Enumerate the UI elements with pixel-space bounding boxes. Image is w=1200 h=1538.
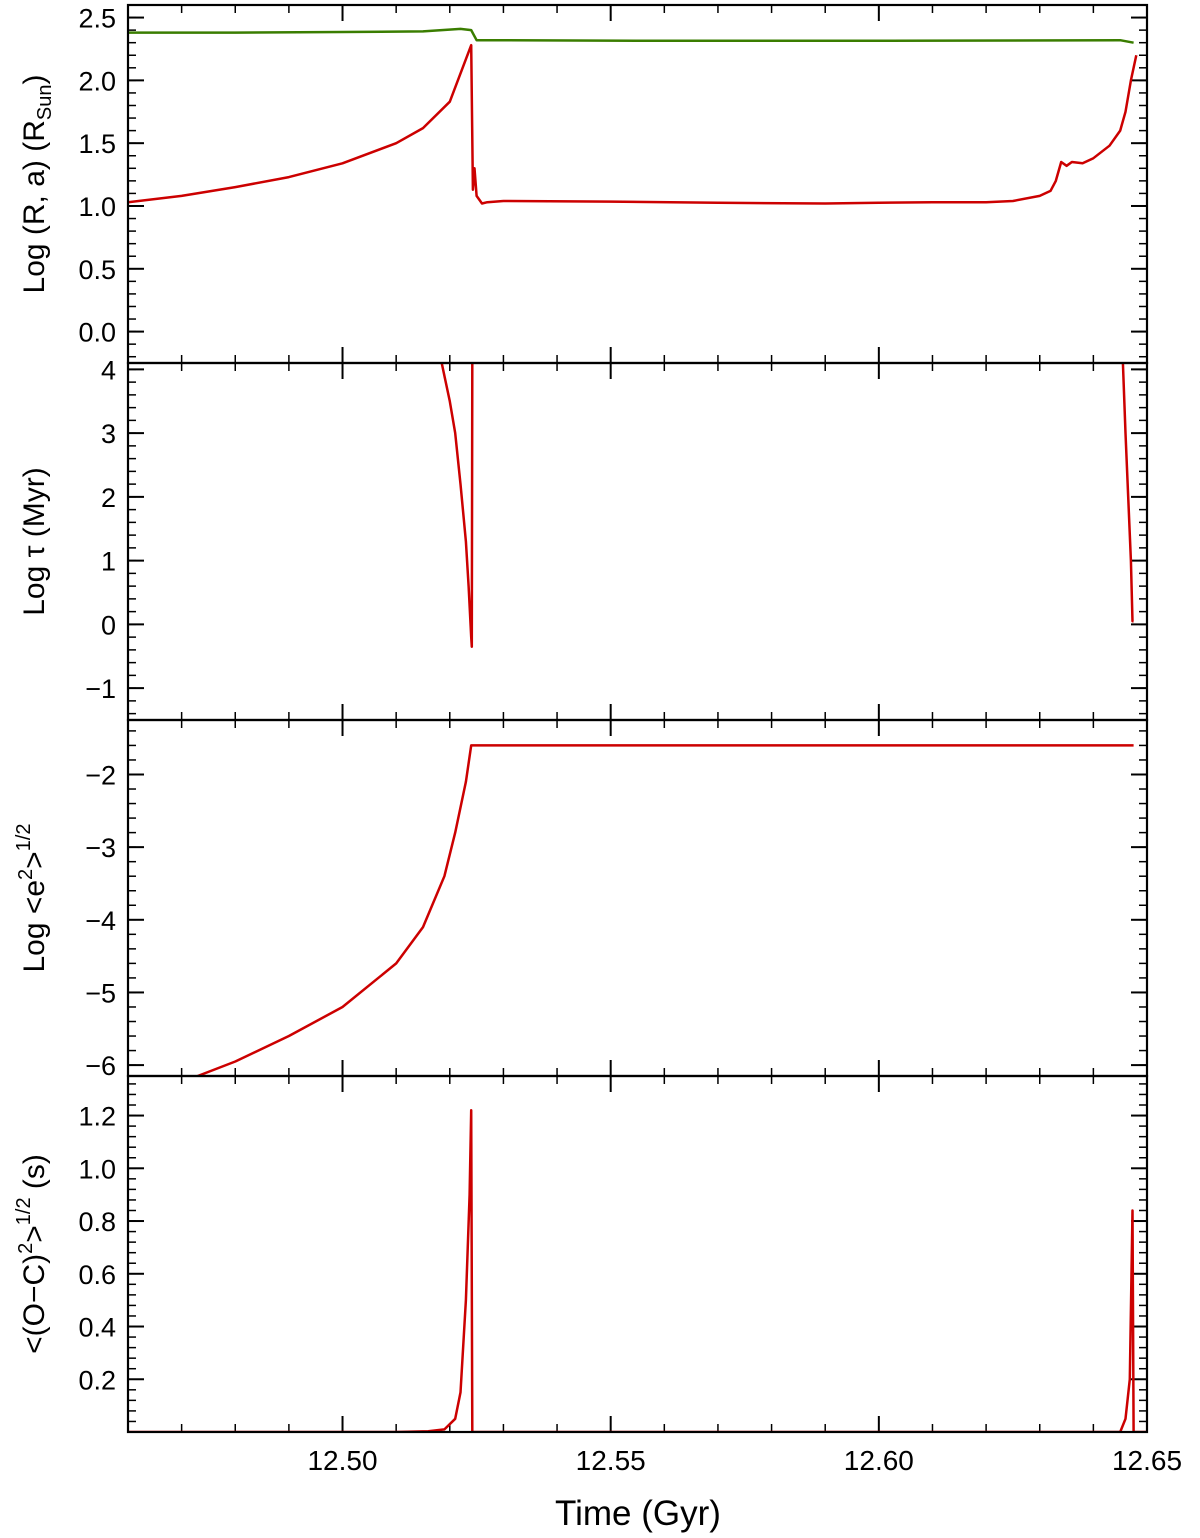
- y-axis-ticks: 0.2 0.4 0.6 0.8 1.0 1.2: [78, 1076, 1148, 1432]
- y-tick-label: 0: [101, 610, 116, 640]
- series-group: [128, 1109, 1147, 1432]
- x-tick-label: 12.60: [844, 1445, 914, 1476]
- y-label-sup: 2: [15, 1243, 37, 1254]
- y-axis-label: Log (R, a) (RSun): [18, 75, 56, 294]
- x-tick-label: 12.55: [576, 1445, 646, 1476]
- y-tick-label: 1: [101, 547, 116, 577]
- y-tick-label: −6: [85, 1051, 116, 1081]
- y-tick-label: 3: [101, 419, 116, 449]
- y-tick-label: 0.4: [78, 1313, 116, 1343]
- panel-ecc: −6 −5 −4 −3 −2 Log <e2>1/2: [13, 720, 1148, 1081]
- y-tick-label: −2: [85, 760, 116, 790]
- y-label-mid: >: [18, 1225, 51, 1243]
- y-axis-label: Log τ (Myr): [18, 467, 51, 616]
- series-group: [197, 744, 1134, 1076]
- y-label-sup: 1/2: [13, 1197, 35, 1225]
- panel-oc: 0.2 0.4 0.6 0.8 1.0 1.2 <(O−C)2>1/2 (s): [13, 1076, 1148, 1432]
- y-axis-ticks: −6 −5 −4 −3 −2: [85, 720, 1148, 1081]
- x-tick-label: 12.65: [1112, 1445, 1182, 1476]
- y-tick-label: −3: [85, 833, 116, 863]
- y-label-mid: >: [18, 851, 51, 869]
- series-line-red: [440, 363, 474, 648]
- panel-top: 0.0 0.5 1.0 1.5 2.0 2.5 Log (R, a) (RSun): [18, 4, 1148, 363]
- x-axis-ticks: 12.50 12.55 12.60 12.65: [307, 1445, 1182, 1476]
- y-tick-label: 1.0: [78, 192, 116, 222]
- panel-tau: −1 0 1 2 3 4 Log τ (Myr): [18, 355, 1148, 720]
- y-label-main: <(O−C): [18, 1254, 51, 1354]
- y-tick-label: 1.5: [78, 129, 116, 159]
- y-axis-label: <(O−C)2>1/2 (s): [13, 1154, 51, 1354]
- series-line-red: [1121, 363, 1134, 623]
- chart-panels: 0.0 0.5 1.0 1.5 2.0 2.5 Log (R, a) (RSun) −1 0 1 2…: [13, 4, 1148, 1432]
- x-axis-label: Time (Gyr): [555, 1494, 721, 1533]
- y-axis-ticks: 0.0 0.5 1.0 1.5 2.0 2.5: [78, 4, 1148, 363]
- panel-border: [126, 1074, 1149, 1434]
- y-label-sup: 1/2: [13, 823, 35, 851]
- y-tick-label: 0.6: [78, 1260, 116, 1290]
- panel-border: [126, 361, 1149, 722]
- series-group: [440, 363, 1134, 648]
- series-line-red: [128, 1109, 1147, 1432]
- y-tick-label: 1.0: [78, 1154, 116, 1184]
- panel-border: [126, 718, 1149, 1078]
- y-tick-label: 2: [101, 483, 116, 513]
- y-tick-label: 0.2: [78, 1365, 116, 1395]
- y-tick-label: 0.5: [78, 255, 116, 285]
- series-line-green: [128, 27, 1134, 44]
- series-line-red: [197, 744, 1134, 1076]
- panel-border: [126, 3, 1149, 365]
- y-axis-ticks: −1 0 1 2 3 4: [85, 355, 1148, 720]
- y-tick-label: 4: [101, 355, 116, 385]
- y-label-sub: Sun: [34, 85, 56, 121]
- x-tick-label: 12.50: [307, 1445, 377, 1476]
- y-tick-label: −1: [85, 674, 116, 704]
- y-tick-label: 0.8: [78, 1207, 116, 1237]
- series-group: [128, 27, 1138, 205]
- y-tick-label: −4: [85, 906, 116, 936]
- y-axis-label: Log <e2>1/2: [13, 823, 51, 972]
- y-tick-label: 2.5: [78, 4, 116, 34]
- y-tick-label: 0.0: [78, 318, 116, 348]
- y-label-main: Log <e: [18, 880, 51, 973]
- y-label-end: ): [18, 75, 51, 85]
- y-label-main: Log (R, a) (R: [18, 120, 51, 293]
- y-tick-label: 2.0: [78, 66, 116, 96]
- chart-frame: [126, 3, 1149, 1434]
- series-line-red: [128, 43, 1138, 205]
- y-tick-label: 1.2: [78, 1102, 116, 1132]
- y-label-sup: 2: [15, 869, 37, 880]
- y-label-end: (s): [18, 1154, 51, 1197]
- y-tick-label: −5: [85, 978, 116, 1008]
